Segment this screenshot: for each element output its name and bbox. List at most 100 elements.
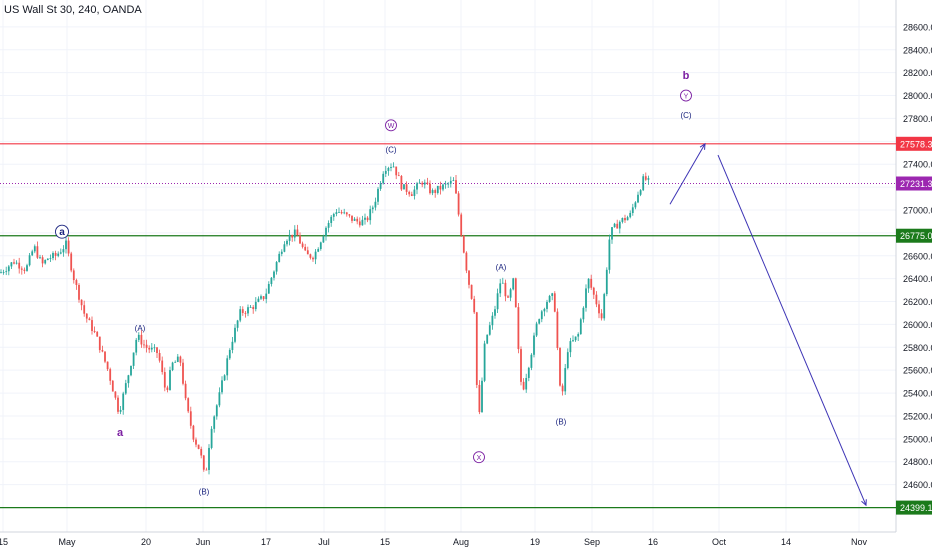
wave-label-circle — [385, 119, 397, 132]
candle-body — [247, 307, 249, 314]
candle-body — [59, 252, 62, 254]
wave-label: a — [117, 427, 124, 439]
candle-body — [569, 341, 572, 353]
candle-body — [283, 244, 286, 252]
candle-body — [533, 335, 535, 355]
price-tick-label: 25200.0 — [903, 411, 932, 421]
price-tag-bg — [896, 228, 932, 243]
candle-body — [293, 229, 296, 238]
candle-body — [286, 240, 288, 245]
candle-body — [5, 271, 8, 273]
candle-body — [150, 347, 153, 350]
candle-body — [171, 362, 174, 371]
candle-body — [98, 336, 101, 351]
candle-body — [629, 212, 632, 218]
price-tick-label: 26400.0 — [903, 274, 932, 284]
price-tag-label: 24399.1 — [900, 503, 932, 513]
candle-body — [83, 305, 86, 314]
candle-body — [210, 428, 213, 448]
candle-body — [621, 217, 624, 222]
price-tick-label: 24800.0 — [903, 457, 932, 467]
candle-body — [408, 191, 411, 195]
wave-label: (C) — [680, 111, 691, 120]
candle-body — [221, 380, 223, 393]
candle-body — [169, 370, 171, 390]
candle-body — [244, 312, 247, 314]
candle-body — [93, 330, 96, 332]
candle-body — [423, 182, 426, 185]
candle-body — [626, 217, 629, 221]
candle-body — [491, 315, 494, 326]
price-tick-label: 27400.0 — [903, 160, 932, 170]
candle-body — [429, 183, 431, 194]
candle-body — [335, 212, 338, 215]
candle-body — [7, 266, 10, 272]
candle-body — [403, 184, 405, 190]
candle-body — [566, 352, 569, 369]
candle-body — [618, 221, 621, 229]
price-tick-label: 28400.0 — [903, 45, 932, 55]
candle-body — [36, 246, 39, 258]
candle-body — [262, 296, 265, 300]
candle-body — [153, 347, 156, 349]
candle-body — [585, 288, 587, 308]
candle-body — [176, 356, 179, 362]
candle-body — [291, 234, 294, 238]
candle-body — [46, 258, 49, 261]
candle-body — [634, 202, 637, 208]
candle-body — [327, 222, 330, 228]
candle-body — [109, 369, 112, 381]
candle-body — [421, 182, 424, 185]
price-tick-label: 27800.0 — [903, 114, 932, 124]
candle-body — [52, 252, 54, 259]
candle-body — [613, 223, 616, 228]
candle-body — [192, 425, 195, 440]
candle-body — [226, 358, 229, 376]
time-tick-label: May — [58, 537, 76, 547]
candle-body — [85, 313, 88, 319]
candle-body — [65, 240, 67, 250]
candle-body — [595, 294, 598, 305]
candle-body — [223, 375, 226, 381]
candle-body — [270, 277, 273, 285]
candle-body — [431, 190, 434, 194]
candle-body — [486, 334, 489, 344]
candle-body — [91, 320, 93, 331]
price-tick-label: 27000.0 — [903, 205, 932, 215]
wave-label: Y — [684, 93, 689, 100]
candle-body — [72, 270, 75, 281]
candle-body — [2, 272, 5, 273]
candle-body — [379, 183, 382, 189]
candle-body — [364, 217, 366, 220]
candle-body — [28, 255, 31, 266]
candle-body — [556, 311, 559, 348]
time-tick-label: 15 — [0, 537, 8, 547]
candle-body — [249, 307, 252, 308]
candle-body — [587, 278, 590, 289]
candle-body — [111, 380, 114, 392]
candle-body — [273, 271, 275, 278]
candle-body — [145, 344, 148, 348]
wave-label: (A) — [135, 324, 146, 333]
candle-body — [330, 216, 333, 223]
wave-label: (B) — [199, 487, 210, 496]
candle-body — [319, 242, 322, 250]
candle-body — [543, 308, 546, 312]
candle-body — [551, 293, 554, 296]
candle-body — [0, 272, 2, 273]
candle-body — [496, 293, 499, 310]
candle-body — [135, 339, 138, 353]
candle-body — [278, 253, 281, 263]
candle-body — [239, 309, 242, 321]
candle-body — [80, 299, 83, 306]
candle-body — [127, 375, 130, 384]
candle-body — [15, 262, 18, 264]
candle-body — [309, 254, 312, 258]
candle-body — [579, 319, 582, 335]
candle-body — [312, 257, 314, 260]
time-tick-label: Sep — [584, 537, 600, 547]
wave-label-circle — [680, 89, 692, 102]
wave-label-circle — [55, 224, 69, 239]
candle-body — [405, 184, 408, 192]
